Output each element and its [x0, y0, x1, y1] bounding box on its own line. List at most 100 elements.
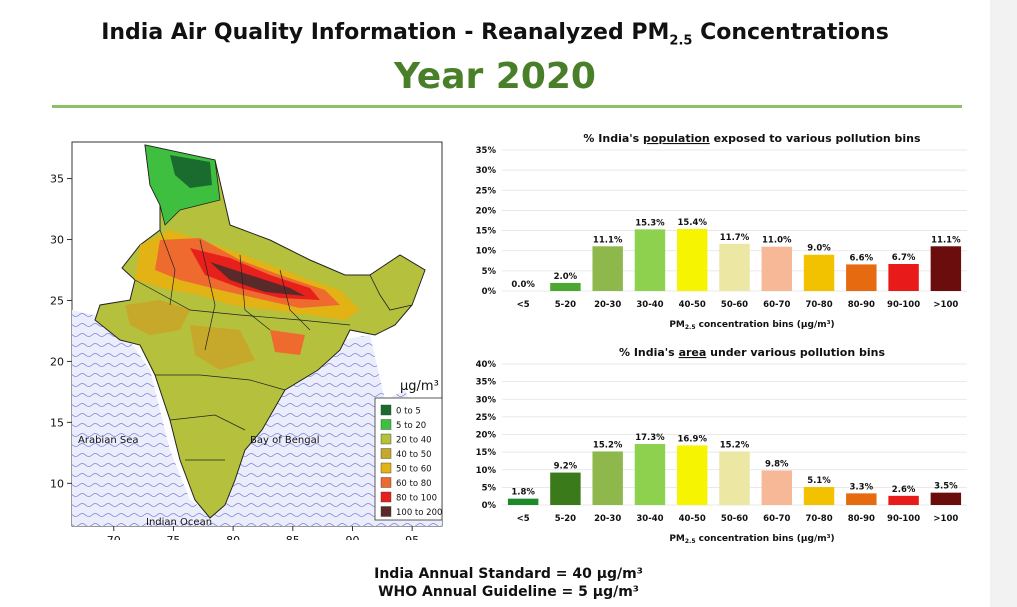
legend-swatch — [380, 491, 392, 503]
y-tick-label: 35% — [476, 378, 497, 388]
bar-value-label: 15.2% — [720, 440, 750, 450]
bar-value-label: 11.1% — [931, 235, 961, 245]
map-x-ticks: 70 75 80 85 90 95 — [107, 526, 419, 547]
population-chart: % India's population exposed to various … — [462, 126, 982, 340]
y-tick-label: 20% — [476, 431, 497, 441]
bar — [761, 246, 792, 291]
title-divider — [52, 105, 962, 108]
population-value-labels: 0.0% 2.0% 11.1% 15.3% 15.4% 11.7% 11.0% 9.0% 6.6… — [511, 218, 961, 290]
map-y-tick-label: 20 — [50, 355, 64, 368]
x-tick-label: 40-50 — [679, 514, 706, 524]
bar — [803, 254, 835, 291]
population-chart-svg: % India's population exposed to various … — [476, 132, 967, 331]
x-tick-label: 30-40 — [636, 514, 663, 524]
bar-value-label: 0.0% — [511, 280, 535, 290]
legend-label: 80 to 100 — [396, 494, 437, 504]
title-subscript: 2.5 — [669, 33, 693, 49]
legend-swatch — [380, 433, 392, 445]
y-tick-label: 5% — [482, 267, 497, 277]
y-tick-label: 25% — [476, 186, 497, 196]
india-standard-text: India Annual Standard = 40 μg/m³ — [374, 566, 643, 582]
population-title-prefix: % India's — [583, 132, 643, 145]
x-tick-label: 50-60 — [721, 300, 748, 310]
bar-value-label: 11.1% — [593, 235, 623, 245]
x-tick-label: 20-30 — [594, 300, 621, 310]
bar-value-label: 9.8% — [765, 459, 789, 469]
area-xlabel-prefix: PM — [669, 534, 685, 544]
x-tick-label: <5 — [517, 514, 530, 524]
bar — [634, 229, 666, 291]
area-xlabel-sub: 2.5 — [685, 538, 696, 545]
bar-value-label: 2.0% — [554, 272, 578, 282]
bar-value-label: 17.3% — [635, 433, 665, 443]
bar-value-label: 11.0% — [762, 236, 792, 246]
bar-value-label: 15.3% — [635, 218, 665, 228]
area-chart-svg: % India's area under various pollution b… — [476, 346, 967, 545]
map-x-tick-label: 80 — [226, 534, 240, 540]
legend-label: 100 to 200 — [396, 508, 442, 518]
legend-swatch — [380, 448, 392, 459]
y-tick-label: 25% — [476, 413, 497, 423]
area-x-ticks: <5 5-20 20-30 30-40 40-50 50-60 60-70 70-80 80-9… — [517, 514, 959, 524]
legend-label: 20 to 40 — [396, 436, 432, 446]
area-title-prefix: % India's — [619, 346, 679, 359]
population-y-ticks: 0% 5% 10% 15% 20% 25% 30% 35% — [476, 146, 497, 297]
bar — [803, 487, 835, 505]
area-bars — [507, 444, 962, 505]
bar — [719, 451, 750, 505]
map-legend — [374, 397, 443, 521]
bar — [846, 493, 877, 505]
population-xlabel-prefix: PM — [669, 320, 685, 330]
bar — [550, 282, 581, 291]
bar — [888, 495, 919, 505]
legend-label: 0 to 5 — [396, 407, 421, 417]
title-suffix: Concentrations — [692, 20, 889, 45]
legend-swatch — [380, 477, 392, 488]
bar — [677, 228, 708, 291]
pm25-map: 70 75 80 85 90 95 35 30 25 20 15 10 Arabian Sea Ba… — [40, 130, 450, 547]
bar — [930, 246, 962, 291]
bar-value-label: 2.6% — [892, 485, 916, 495]
map-y-ticks: 35 30 25 20 15 10 — [50, 173, 72, 490]
who-guideline-text: WHO Annual Guideline = 5 μg/m³ — [378, 584, 639, 600]
page-title: India Air Quality Information - Reanalyz… — [0, 20, 990, 48]
y-tick-label: 15% — [476, 227, 497, 237]
y-tick-label: 10% — [476, 247, 497, 257]
region-west-mid — [125, 300, 190, 335]
bar-value-label: 1.8% — [511, 488, 535, 498]
region-plain-red — [190, 248, 320, 300]
map-x-tick-label: 70 — [107, 534, 121, 540]
x-tick-label: 90-100 — [887, 300, 920, 310]
state-borders — [134, 229, 351, 461]
area-chart-title: % India's area under various pollution b… — [619, 346, 885, 359]
x-tick-label: 20-30 — [594, 514, 621, 524]
area-y-ticks: 0% 5% 10% 15% 20% 25% 30% 35% 40% — [476, 360, 497, 511]
population-xlabel-suffix: concentration bins (μg/m³) — [696, 320, 835, 330]
bar-value-label: 6.7% — [892, 253, 916, 263]
x-tick-label: 60-70 — [763, 514, 790, 524]
bar — [888, 264, 919, 291]
y-tick-label: 35% — [476, 146, 497, 156]
area-value-labels: 1.8% 9.2% 15.2% 17.3% 16.9% 15.2% 9.8% 5.1% 3.3%… — [511, 433, 958, 498]
x-tick-label: 30-40 — [636, 300, 663, 310]
x-tick-label: 5-20 — [555, 300, 576, 310]
bar-value-label: 15.2% — [593, 440, 623, 450]
y-tick-label: 5% — [482, 483, 497, 493]
population-chart-title: % India's population exposed to various … — [583, 132, 921, 145]
x-tick-label: 60-70 — [763, 300, 790, 310]
y-tick-label: 30% — [476, 395, 497, 405]
y-tick-label: 0% — [482, 287, 497, 297]
bar-value-label: 3.3% — [850, 482, 874, 492]
region-central — [190, 325, 255, 370]
bar — [761, 470, 792, 505]
label-indian-ocean: Indian Ocean — [146, 517, 212, 528]
bar-value-label: 16.9% — [677, 434, 707, 444]
bar — [846, 264, 877, 291]
map-x-tick-label: 85 — [286, 534, 300, 540]
region-dark-green — [170, 155, 212, 188]
map-x-tick-label: 90 — [345, 534, 359, 540]
legend-label: 5 to 20 — [396, 421, 426, 431]
legend-label: 40 to 50 — [396, 450, 432, 460]
bar — [550, 472, 581, 505]
bar-value-label: 15.4% — [677, 218, 707, 228]
